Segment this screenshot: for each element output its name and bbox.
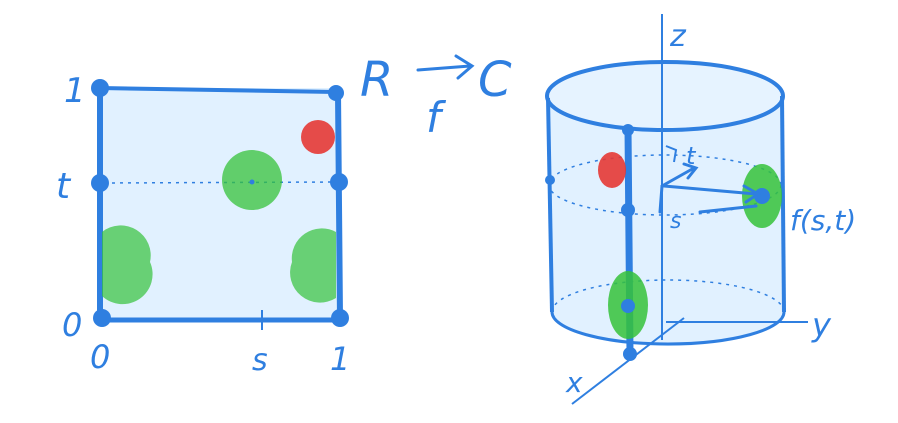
mid-ring-left-dot (545, 175, 555, 185)
green-blob-right-edge (290, 228, 336, 303)
inner-s-arrow (658, 184, 664, 214)
point-f-st-label: f(s,t) (790, 204, 856, 237)
axis-z-label: z (669, 19, 687, 54)
axis-y-label: y (811, 306, 832, 344)
seam-dot-middle (621, 203, 635, 217)
red-blob-cylinder (598, 152, 626, 188)
square-dot-bottom-left (93, 309, 111, 327)
square-label-top-left-1: 1 (64, 71, 86, 111)
radial-arrow-lower (698, 204, 758, 214)
cylinder-body-fill (548, 96, 784, 346)
square-label-s: s (252, 343, 268, 378)
square-domain (91, 79, 349, 330)
cylinder-bottom-front (550, 311, 786, 346)
mapping-arrow (416, 54, 475, 80)
center-marker-dot (249, 179, 255, 185)
mapping-function-f: f (426, 93, 447, 142)
square-dot-left-middle (91, 174, 109, 192)
mapping-label: R C f (360, 52, 512, 142)
square-dot-right-middle (330, 173, 348, 191)
square-right-edge (335, 89, 343, 321)
square-label-row-0: 0 (62, 306, 82, 344)
square-dot-bottom-right (331, 309, 349, 327)
red-blob-square (301, 120, 335, 154)
square-label-col-0: 0 (90, 338, 110, 376)
seam-dot-bottom (623, 347, 637, 361)
axis-x-line (571, 317, 685, 405)
radial-arrow-to-point (662, 184, 761, 204)
inner-s-label: s (670, 209, 681, 234)
mapping-codomain-C: C (478, 52, 512, 108)
green-blob-left-edge (102, 225, 153, 305)
small-bracket (665, 145, 678, 163)
mapping-domain-R: R (360, 52, 393, 108)
square-dot-top-left (91, 79, 109, 97)
square-dot-top-right (328, 85, 344, 101)
square-label-bottom-right-1: 1 (330, 340, 350, 378)
point-f-st-dot (754, 188, 770, 204)
cylinder (545, 14, 808, 405)
green-bottom-center-dot (621, 299, 635, 313)
square-top-edge (98, 86, 338, 94)
inner-t-label: t (686, 142, 697, 170)
square-label-t: t (56, 166, 72, 207)
seam-dot-top (622, 124, 634, 136)
axis-x-label: x (565, 366, 583, 399)
cylinder-right-side (780, 95, 786, 313)
inner-t-arrow (660, 162, 699, 188)
cylinder-top-rim (545, 60, 785, 132)
cylinder-left-side (546, 97, 554, 313)
